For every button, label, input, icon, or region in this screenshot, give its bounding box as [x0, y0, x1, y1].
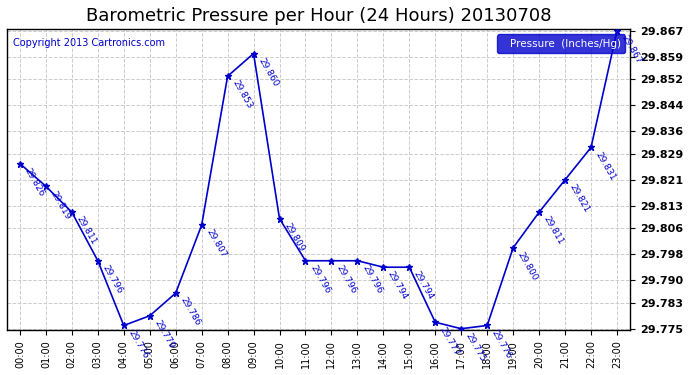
Text: 29.776: 29.776 — [126, 328, 150, 360]
Text: 29.809: 29.809 — [282, 221, 306, 253]
Text: 29.796: 29.796 — [334, 264, 357, 295]
Text: 29.796: 29.796 — [308, 264, 332, 295]
Text: 29.831: 29.831 — [594, 150, 618, 182]
Text: 29.776: 29.776 — [490, 328, 513, 360]
Title: Barometric Pressure per Hour (24 Hours) 20130708: Barometric Pressure per Hour (24 Hours) … — [86, 7, 551, 25]
Text: 29.794: 29.794 — [386, 270, 410, 302]
Text: Copyright 2013 Cartronics.com: Copyright 2013 Cartronics.com — [13, 38, 165, 48]
Text: 29.796: 29.796 — [360, 264, 384, 295]
Text: 29.796: 29.796 — [101, 264, 124, 295]
Text: 29.819: 29.819 — [49, 189, 72, 221]
Text: 29.811: 29.811 — [75, 215, 98, 247]
Text: 29.826: 29.826 — [23, 166, 46, 198]
Text: 29.800: 29.800 — [516, 251, 540, 282]
Text: 29.853: 29.853 — [230, 79, 254, 111]
Text: 29.779: 29.779 — [152, 318, 176, 350]
Text: 29.860: 29.860 — [256, 56, 280, 88]
Text: 29.821: 29.821 — [568, 183, 591, 214]
Legend: Pressure  (Inches/Hg): Pressure (Inches/Hg) — [497, 34, 624, 53]
Text: 29.775: 29.775 — [464, 332, 488, 363]
Text: 29.777: 29.777 — [438, 325, 462, 357]
Text: 29.867: 29.867 — [620, 34, 643, 66]
Text: 29.807: 29.807 — [204, 228, 228, 260]
Text: 29.811: 29.811 — [542, 215, 565, 247]
Text: 29.794: 29.794 — [412, 270, 435, 302]
Text: 29.786: 29.786 — [179, 296, 202, 328]
